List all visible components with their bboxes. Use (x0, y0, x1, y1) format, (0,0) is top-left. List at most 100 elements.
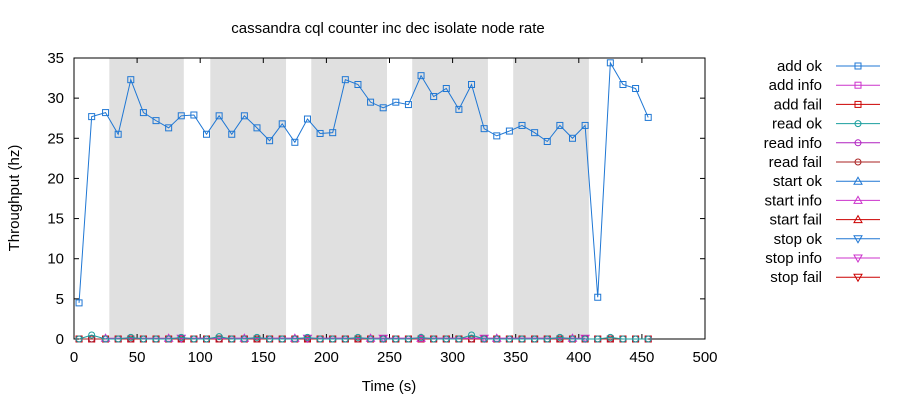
data-point-add-ok (581, 121, 589, 129)
legend-label: stop ok (774, 231, 823, 248)
data-point-read-ok (417, 333, 425, 341)
data-point-add-ok (392, 98, 400, 106)
data-point-start-info (163, 333, 174, 342)
legend-entry-read-fail: read fail (769, 154, 880, 171)
data-point-read-ok (303, 333, 311, 341)
legend-marker (853, 195, 863, 204)
data-point-add-ok (177, 112, 185, 120)
series-layer (75, 59, 652, 344)
legend-marker (854, 158, 862, 166)
data-point-add-ok (606, 59, 614, 67)
data-point-read-ok (75, 335, 83, 343)
legend-entry-start-info: start info (764, 192, 880, 209)
x-axis-label: Time (s) (362, 378, 416, 395)
legend-label: read fail (769, 154, 822, 171)
series-read-ok (75, 331, 652, 343)
data-point-read-ok (581, 335, 589, 343)
data-point-read-fail (88, 335, 96, 343)
x-tick-label: 250 (377, 349, 402, 366)
x-tick-label: 350 (503, 349, 528, 366)
data-point-add-ok (316, 129, 324, 137)
data-point-read-ok (404, 335, 412, 343)
data-point-read-ok (177, 333, 185, 341)
data-point-read-ok (354, 333, 362, 341)
data-point-add-ok (531, 129, 539, 137)
legend-label: add ok (777, 58, 823, 75)
shaded-interval-1 (109, 58, 184, 339)
series-line-add-ok (78, 61, 649, 303)
data-point-add-ok (493, 132, 501, 140)
data-point-read-ok (480, 335, 488, 343)
data-point-read-ok (430, 335, 438, 343)
legend-entry-start-fail: start fail (769, 212, 880, 229)
x-tick-label: 0 (70, 349, 78, 366)
data-point-read-ok (594, 335, 602, 343)
legend-entry-add-info: add info (769, 77, 880, 94)
data-point-add-ok (417, 72, 425, 80)
shaded-interval-5 (513, 58, 589, 339)
data-point-add-ok (253, 124, 261, 132)
y-tick-label: 15 (47, 211, 64, 228)
data-point-read-ok (139, 335, 147, 343)
data-point-read-ok (215, 333, 223, 341)
data-point-add-ok (543, 137, 551, 145)
y-tick-label: 30 (47, 90, 64, 107)
x-tick-label: 400 (566, 349, 591, 366)
y-tick-label: 0 (56, 331, 64, 348)
legend-entry-read-ok: read ok (772, 116, 880, 133)
series-add-ok (75, 59, 652, 307)
data-point-read-ok (88, 331, 96, 339)
data-point-read-ok (556, 333, 564, 341)
data-point-add-ok (480, 125, 488, 133)
data-point-stop-info (176, 334, 187, 344)
data-point-read-ok (316, 335, 324, 343)
data-point-read-ok (253, 333, 261, 341)
data-point-read-ok (493, 335, 501, 343)
data-point-read-ok (190, 335, 198, 343)
legend-marker (853, 214, 863, 224)
legend-entry-stop-ok: stop ok (774, 231, 880, 248)
data-point-read-ok (468, 331, 476, 339)
data-point-add-ok (468, 80, 476, 88)
data-point-add-ok (152, 117, 160, 125)
data-point-add-ok (379, 104, 387, 112)
y-tick-label: 10 (47, 251, 64, 268)
x-tick-label: 50 (129, 349, 146, 366)
data-point-add-ok (341, 76, 349, 84)
data-point-add-ok (215, 112, 223, 120)
data-point-stop-info (302, 334, 313, 344)
data-point-read-ok (152, 335, 160, 343)
shaded-interval-2 (210, 58, 287, 339)
x-tick-label: 100 (188, 349, 213, 366)
legend-entry-add-ok: add ok (777, 58, 880, 75)
data-point-add-ok (75, 299, 83, 307)
x-tick-label: 200 (314, 349, 339, 366)
legend-marker (854, 62, 862, 70)
legend-marker (853, 235, 863, 244)
data-point-add-ok (127, 76, 135, 84)
legend-label: read ok (772, 116, 823, 133)
y-tick-label: 5 (56, 291, 64, 308)
x-tick-label: 150 (251, 349, 276, 366)
legend-label: read info (764, 135, 822, 152)
legend-label: stop info (765, 250, 822, 267)
data-point-add-ok (430, 93, 438, 101)
legend-entry-read-info: read info (764, 135, 880, 152)
data-point-add-ok (505, 127, 513, 135)
data-point-read-ok (341, 335, 349, 343)
data-point-add-ok (556, 121, 564, 129)
data-point-read-ok (266, 335, 274, 343)
data-point-add-ok (165, 124, 173, 132)
data-point-add-ok (190, 111, 198, 119)
data-point-read-ok (203, 335, 211, 343)
y-tick-label: 35 (47, 50, 64, 67)
data-point-read-fail (215, 335, 223, 343)
data-point-add-ok (632, 85, 640, 93)
data-point-read-ok (102, 335, 110, 343)
data-point-read-ok (329, 335, 337, 343)
x-tick-label: 300 (440, 349, 465, 366)
legend-marker (854, 100, 862, 108)
data-point-add-ok (442, 85, 450, 93)
legend-marker (853, 176, 863, 185)
data-point-read-ok (367, 335, 375, 343)
